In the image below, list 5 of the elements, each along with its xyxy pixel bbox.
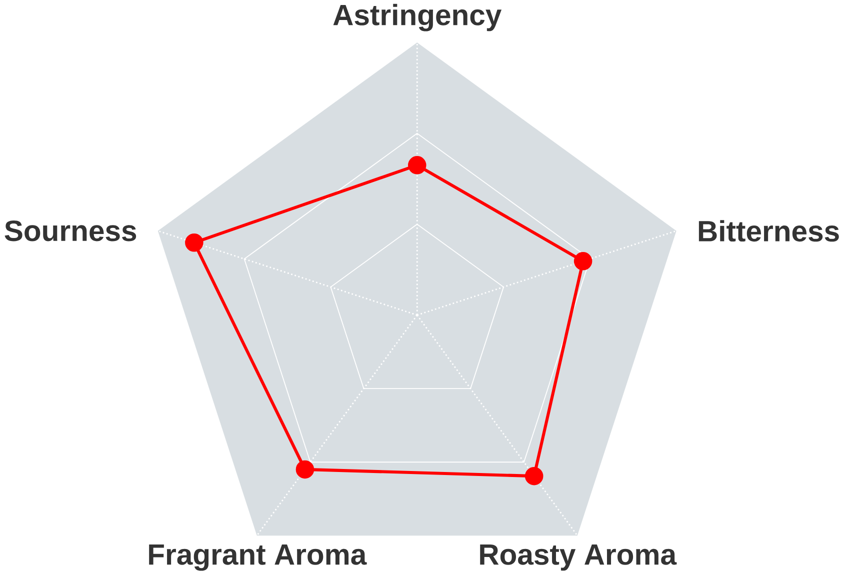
spoke-label: Astringency: [333, 4, 502, 32]
spoke-label: Roasty Aroma: [480, 544, 677, 571]
spoke-label: Sourness: [4, 220, 136, 242]
spoke-label: Bitterness: [698, 220, 839, 242]
spoke-label: Fragrant Aroma: [149, 544, 367, 571]
